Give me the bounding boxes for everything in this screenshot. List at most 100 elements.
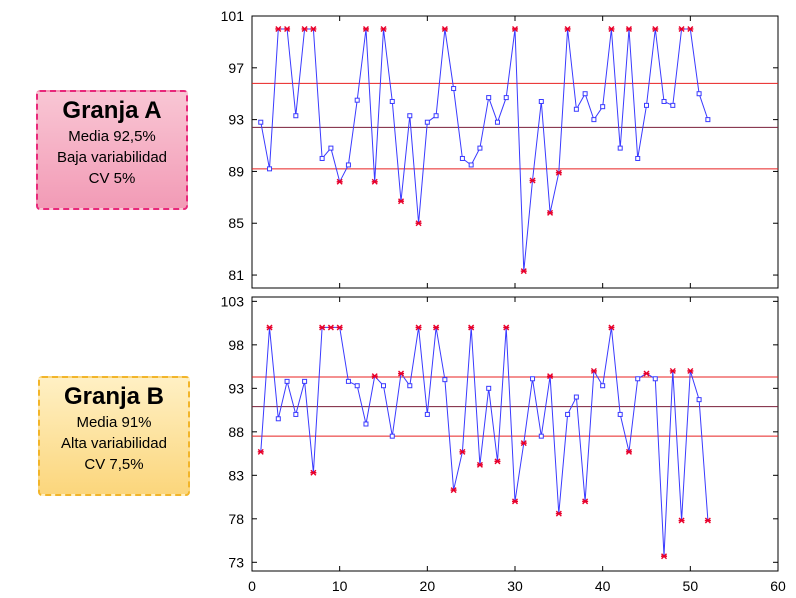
farm-b-mean: Media 91% — [76, 414, 152, 431]
chart-a-point-flagged — [275, 25, 282, 32]
chart-b-xtick-label: 20 — [420, 578, 436, 594]
chart-b-point-flagged — [590, 367, 597, 374]
chart-b-ytick-label: 73 — [228, 554, 244, 570]
chart-a-point — [600, 104, 606, 110]
chart-b-point — [538, 433, 544, 439]
chart-b-point-flagged — [468, 324, 475, 331]
farm-a-title: Granja A — [62, 97, 162, 124]
chart-a-point — [407, 113, 413, 119]
farm-a-summary: Granja A Media 92,5% Baja variabilidad C… — [36, 90, 188, 210]
chart-a-point-flagged — [520, 268, 527, 275]
chart-a-series-line — [260, 28, 709, 272]
chart-b-point-flagged — [503, 324, 510, 331]
chart-a-point — [538, 98, 544, 104]
chart-b-point-flagged — [415, 324, 422, 331]
chart-b-ytick-label: 83 — [228, 467, 244, 483]
farm-b-title: Granja B — [63, 383, 165, 410]
chart-a-point-flagged — [608, 25, 615, 32]
chart-b-point — [600, 383, 606, 389]
chart-a-point — [477, 145, 483, 151]
chart-b-point-flagged — [625, 448, 632, 455]
chart-a-point — [486, 95, 492, 101]
chart-b-point-flagged — [555, 510, 562, 517]
farm-a-cv: CV 5% — [88, 170, 136, 187]
chart-b-point-flagged — [669, 367, 676, 374]
chart-a-point — [503, 95, 509, 101]
chart-b-point — [424, 411, 430, 417]
farm-a-variability: Baja variabilidad — [56, 149, 168, 166]
chart-a-point — [696, 91, 702, 97]
chart-a-point — [644, 102, 649, 108]
chart-a-point-flagged — [415, 220, 422, 227]
chart-b-point — [363, 421, 369, 427]
chart-a-point — [328, 145, 334, 151]
farm-b-variability: Alta variabilidad — [61, 435, 167, 452]
chart-a-ytick-label: 97 — [228, 60, 244, 76]
chart-a-point-flagged — [678, 25, 685, 32]
chart-a-ytick-label: 85 — [228, 215, 244, 231]
chart-b-point — [389, 433, 395, 439]
chart-b-point-flagged — [257, 448, 264, 455]
chart-a-point-flagged — [529, 177, 536, 184]
chart-a-point — [617, 145, 623, 151]
chart-b-point — [635, 376, 641, 382]
chart-a-point-flagged — [380, 25, 387, 32]
chart-b-point-flagged — [494, 458, 501, 465]
chart-a-point — [433, 113, 439, 119]
chart-a-point — [661, 98, 667, 104]
chart-b-point-flagged — [371, 373, 378, 380]
chart-b-xtick-label: 30 — [507, 578, 523, 594]
chart-b-ytick-label: 88 — [228, 424, 244, 440]
chart-b-frame — [251, 296, 779, 572]
chart-a-point — [319, 155, 325, 161]
chart-a-point-flagged — [687, 25, 694, 32]
chart-b-point-flagged — [450, 487, 457, 494]
chart-a-point-flagged — [441, 25, 448, 32]
chart-b-point-flagged — [520, 440, 527, 447]
chart-a-point — [494, 119, 500, 125]
chart-b-point-flagged — [266, 324, 273, 331]
chart-b-point-flagged — [512, 498, 518, 505]
chart-a-point-flagged — [371, 178, 378, 185]
chart-a-point — [635, 155, 641, 161]
chart-b-point — [617, 411, 623, 417]
chart-a-point — [591, 117, 597, 123]
farm-b-summary: Granja B Media 91% Alta variabilidad CV … — [38, 376, 190, 496]
chart-b-point — [565, 411, 571, 417]
chart-b-point — [345, 378, 351, 384]
chart-a-point — [424, 119, 430, 125]
chart-a-point — [389, 98, 395, 104]
chart-b-point-flagged — [459, 448, 466, 455]
farm-a-mean: Media 92,5% — [68, 128, 156, 145]
chart-b-point — [530, 376, 536, 382]
chart-b-point — [696, 397, 702, 403]
chart-b-point-flagged — [608, 324, 615, 331]
chart-b-xtick-label: 0 — [248, 578, 256, 594]
chart-b-point-flagged — [547, 373, 554, 380]
chart-b-ytick-label: 78 — [228, 511, 244, 527]
chart-a-ytick-label: 93 — [228, 112, 244, 128]
chart-b-point — [302, 378, 308, 384]
chart-a-point — [573, 106, 579, 112]
chart-b-xtick-label: 60 — [770, 578, 786, 594]
chart-b-point — [284, 378, 290, 384]
chart-a-point-flagged — [398, 198, 405, 205]
chart-b-point-flagged — [661, 553, 668, 560]
chart-a-point-flagged — [652, 25, 659, 32]
chart-a-point-flagged — [362, 25, 369, 32]
chart-b-point — [407, 383, 413, 389]
chart-a-point — [267, 166, 273, 172]
chart-a-point — [451, 86, 457, 92]
chart-a-point-flagged — [284, 25, 291, 32]
chart-b-ytick-label: 103 — [221, 293, 245, 309]
chart-b-point — [573, 394, 579, 400]
chart-b-point-flagged — [310, 469, 317, 476]
chart-a-point-flagged — [555, 169, 562, 176]
chart-a-point — [459, 155, 465, 161]
chart-a-point-flagged — [310, 25, 317, 32]
chart-b-point — [442, 377, 448, 383]
chart-b-point — [652, 376, 658, 382]
chart-b-point — [354, 383, 360, 389]
chart-b-ytick-label: 98 — [228, 337, 244, 353]
chart-b-point-flagged — [643, 370, 650, 377]
